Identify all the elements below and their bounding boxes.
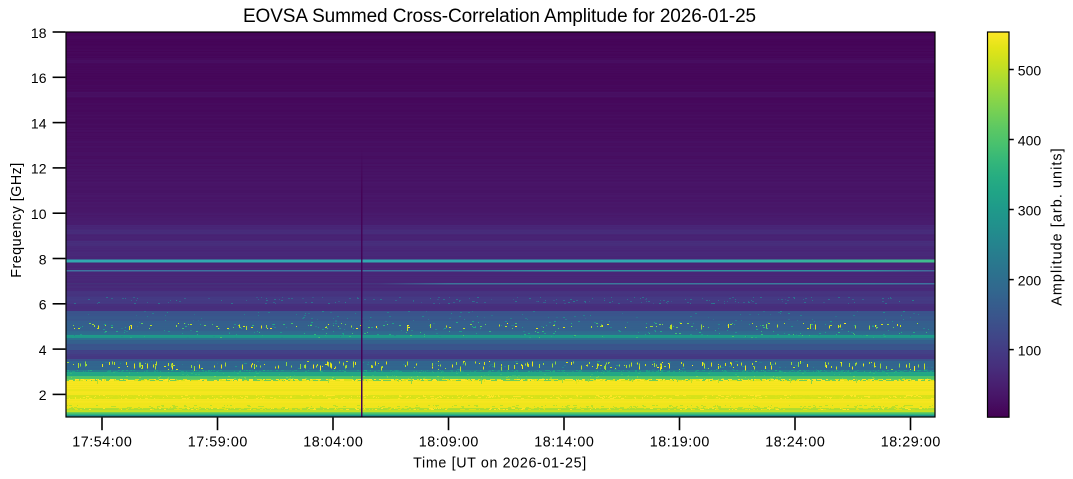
svg-text:17:54:00: 17:54:00: [72, 435, 132, 451]
svg-text:16: 16: [31, 70, 47, 86]
svg-text:18:24:00: 18:24:00: [765, 435, 825, 451]
svg-text:18:04:00: 18:04:00: [303, 435, 363, 451]
svg-text:14: 14: [31, 115, 47, 131]
svg-text:4: 4: [39, 342, 47, 358]
svg-text:12: 12: [31, 161, 47, 177]
svg-text:Frequency [GHz]: Frequency [GHz]: [9, 162, 25, 278]
svg-text:Amplitude [arb. units]: Amplitude [arb. units]: [1050, 147, 1066, 306]
svg-text:Time [UT on 2026-01-25]: Time [UT on 2026-01-25]: [413, 456, 587, 472]
svg-text:18:19:00: 18:19:00: [650, 435, 710, 451]
svg-text:2: 2: [39, 387, 47, 403]
svg-text:17:59:00: 17:59:00: [188, 435, 248, 451]
svg-text:18:09:00: 18:09:00: [419, 435, 479, 451]
svg-text:200: 200: [1018, 272, 1042, 288]
svg-text:300: 300: [1018, 202, 1042, 218]
svg-text:6: 6: [39, 297, 47, 313]
svg-text:100: 100: [1018, 342, 1042, 358]
svg-text:8: 8: [39, 251, 47, 267]
svg-text:500: 500: [1018, 62, 1042, 78]
svg-text:EOVSA Summed Cross-Correlation: EOVSA Summed Cross-Correlation Amplitude…: [243, 6, 756, 27]
svg-text:18:14:00: 18:14:00: [534, 435, 594, 451]
svg-text:400: 400: [1018, 132, 1042, 148]
svg-text:18: 18: [31, 25, 47, 41]
svg-text:10: 10: [31, 206, 47, 222]
svg-text:18:29:00: 18:29:00: [881, 435, 941, 451]
